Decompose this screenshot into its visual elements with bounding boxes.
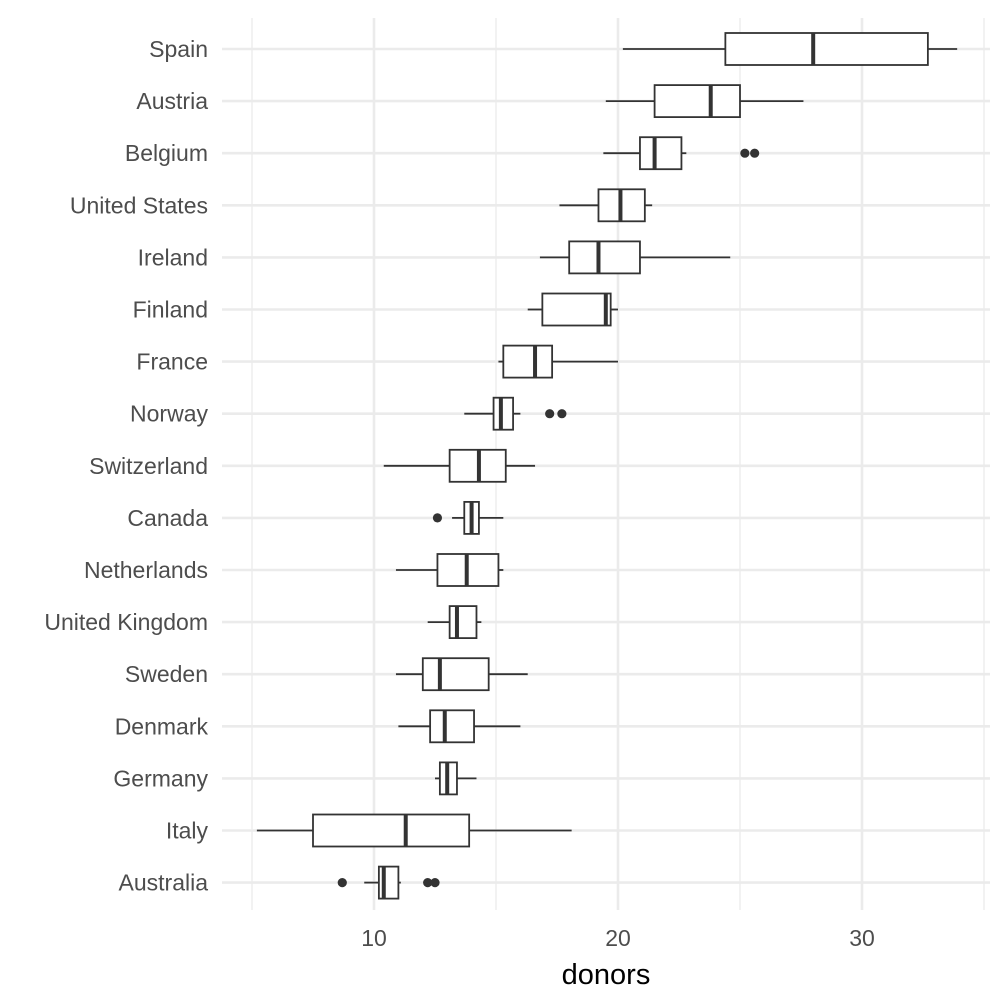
box-group bbox=[337, 865, 440, 900]
y-tick-label: Ireland bbox=[138, 244, 208, 270]
box-iqr bbox=[568, 240, 641, 275]
y-tick-label: Finland bbox=[133, 297, 208, 323]
outlier-point bbox=[545, 409, 555, 419]
box-group bbox=[498, 344, 618, 379]
box-iqr bbox=[541, 292, 612, 327]
box-iqr bbox=[448, 605, 478, 639]
box-iqr bbox=[639, 136, 683, 171]
box-group bbox=[395, 657, 528, 692]
box-group bbox=[539, 240, 731, 275]
x-axis-title: donors bbox=[562, 959, 651, 991]
y-tick-label: Germany bbox=[113, 765, 208, 791]
box-group bbox=[464, 396, 567, 431]
y-tick-label: Sweden bbox=[125, 661, 208, 687]
outlier-point bbox=[337, 878, 347, 888]
box-series bbox=[256, 32, 958, 900]
box-group bbox=[398, 709, 521, 744]
x-tick-label: 20 bbox=[605, 925, 631, 951]
box-iqr bbox=[492, 396, 514, 431]
outlier-point bbox=[740, 148, 750, 158]
box-group bbox=[383, 448, 536, 483]
box-group bbox=[605, 84, 804, 118]
y-axis-tick-labels: Spain Austria Belgium United States Ireland F… bbox=[44, 36, 208, 896]
box-group bbox=[603, 136, 760, 171]
box-iqr bbox=[312, 813, 471, 848]
x-tick-label: 10 bbox=[361, 925, 387, 951]
y-tick-label: United States bbox=[70, 192, 208, 218]
y-tick-label: Spain bbox=[149, 36, 208, 62]
box-group bbox=[622, 32, 958, 66]
outlier-point bbox=[750, 148, 760, 158]
box-iqr bbox=[724, 32, 929, 66]
box-iqr bbox=[429, 709, 475, 744]
y-tick-label: Belgium bbox=[125, 140, 208, 166]
x-tick-label: 30 bbox=[849, 925, 875, 951]
y-tick-label: Netherlands bbox=[84, 557, 208, 583]
x-axis-tick-labels: 10 20 30 bbox=[361, 925, 875, 951]
y-tick-label: Australia bbox=[119, 870, 209, 896]
y-tick-label: Canada bbox=[127, 505, 208, 531]
outlier-point bbox=[432, 513, 443, 523]
y-tick-label: United Kingdom bbox=[44, 609, 208, 635]
box-group bbox=[395, 553, 504, 587]
y-tick-label: Switzerland bbox=[89, 453, 208, 479]
y-tick-label: France bbox=[136, 349, 208, 375]
y-tick-label: Denmark bbox=[115, 713, 209, 739]
outlier-point bbox=[430, 878, 440, 888]
box-iqr bbox=[653, 84, 741, 118]
box-group bbox=[435, 761, 477, 796]
box-group bbox=[427, 605, 482, 639]
box-iqr bbox=[502, 344, 554, 379]
box-group bbox=[432, 500, 504, 535]
outlier-point bbox=[423, 878, 433, 888]
y-tick-label: Austria bbox=[136, 88, 208, 114]
box-group bbox=[559, 188, 653, 223]
box-group bbox=[527, 292, 618, 327]
box-iqr bbox=[421, 657, 490, 692]
grid-lines bbox=[222, 18, 990, 910]
outlier-point bbox=[557, 409, 567, 419]
y-tick-label: Norway bbox=[130, 401, 208, 427]
box-group bbox=[256, 813, 572, 848]
y-tick-label: Italy bbox=[166, 818, 209, 844]
